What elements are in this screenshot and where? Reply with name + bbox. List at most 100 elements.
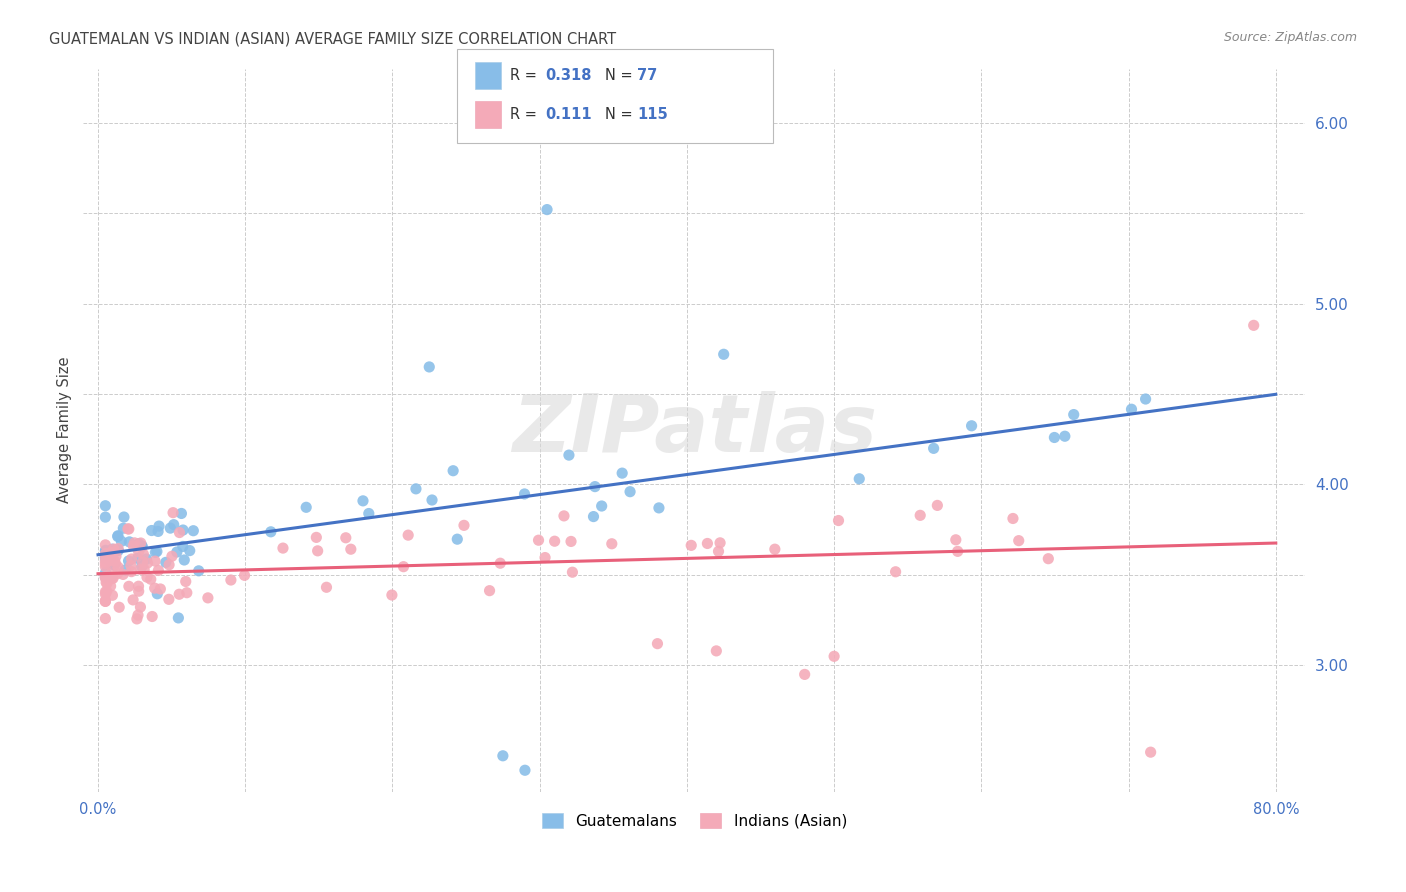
Point [136,556,159,570]
Point [381,588,404,602]
Point [118,534,141,549]
Point [98,572,121,586]
Point [707,544,730,558]
Point [600,537,623,551]
Point [122,539,145,553]
Point [127,551,149,566]
Point [558,448,581,462]
Point [94,551,117,566]
Point [104,554,127,568]
Point [1121,402,1143,417]
Point [134,562,156,576]
Point [107,543,129,558]
Point [148,519,170,533]
Point [536,202,558,217]
Point [94,499,117,513]
Text: N =: N = [605,69,637,83]
Point [145,545,167,559]
Point [96,552,118,566]
Point [1139,745,1161,759]
Point [307,544,329,558]
Point [104,549,127,564]
Point [420,493,443,508]
Point [94,571,117,585]
Point [103,558,125,573]
Point [157,558,180,572]
Point [527,533,550,548]
Point [696,536,718,550]
Legend: Guatemalans, Indians (Asian): Guatemalans, Indians (Asian) [536,807,853,835]
Point [1001,511,1024,525]
Point [648,500,671,515]
Point [101,547,124,561]
Point [112,567,135,582]
Point [713,347,735,361]
Point [96,576,118,591]
Point [103,542,125,557]
Point [146,544,169,558]
Point [131,540,153,554]
Point [446,532,468,546]
Point [139,572,162,586]
Point [107,560,129,574]
Point [561,565,583,579]
Point [884,565,907,579]
Point [1008,533,1031,548]
Point [94,547,117,561]
Point [121,552,143,566]
Point [174,574,197,589]
Point [612,466,634,480]
Text: R =: R = [510,107,547,121]
Point [591,499,613,513]
Point [352,493,374,508]
Point [141,524,163,538]
Point [183,524,205,538]
Point [128,584,150,599]
Y-axis label: Average Family Size: Average Family Size [58,357,72,503]
Point [143,581,166,595]
Point [492,748,515,763]
Point [94,543,117,558]
Point [125,612,148,626]
Point [117,522,139,536]
Point [94,585,117,599]
Point [172,540,194,554]
Point [340,542,363,557]
Text: ZIPatlas: ZIPatlas [512,392,877,469]
Point [94,550,117,565]
Point [219,573,242,587]
Point [129,536,152,550]
Point [141,609,163,624]
Point [392,559,415,574]
Point [94,544,117,558]
Point [396,528,419,542]
Point [129,562,152,576]
Point [97,554,120,568]
Point [94,611,117,625]
Point [100,579,122,593]
Point [513,487,536,501]
Point [131,559,153,574]
Point [960,418,983,433]
Point [128,545,150,559]
Point [118,579,141,593]
Point [94,570,117,584]
Point [160,549,183,564]
Point [157,592,180,607]
Point [582,509,605,524]
Point [101,542,124,557]
Point [295,500,318,515]
Point [94,575,117,590]
Point [534,550,557,565]
Point [543,534,565,549]
Point [681,538,703,552]
Point [513,764,536,778]
Point [94,554,117,568]
Point [112,510,135,524]
Point [122,593,145,607]
Point [1053,429,1076,443]
Text: Source: ZipAtlas.com: Source: ZipAtlas.com [1223,31,1357,45]
Point [120,558,142,573]
Point [793,667,815,681]
Point [94,570,117,584]
